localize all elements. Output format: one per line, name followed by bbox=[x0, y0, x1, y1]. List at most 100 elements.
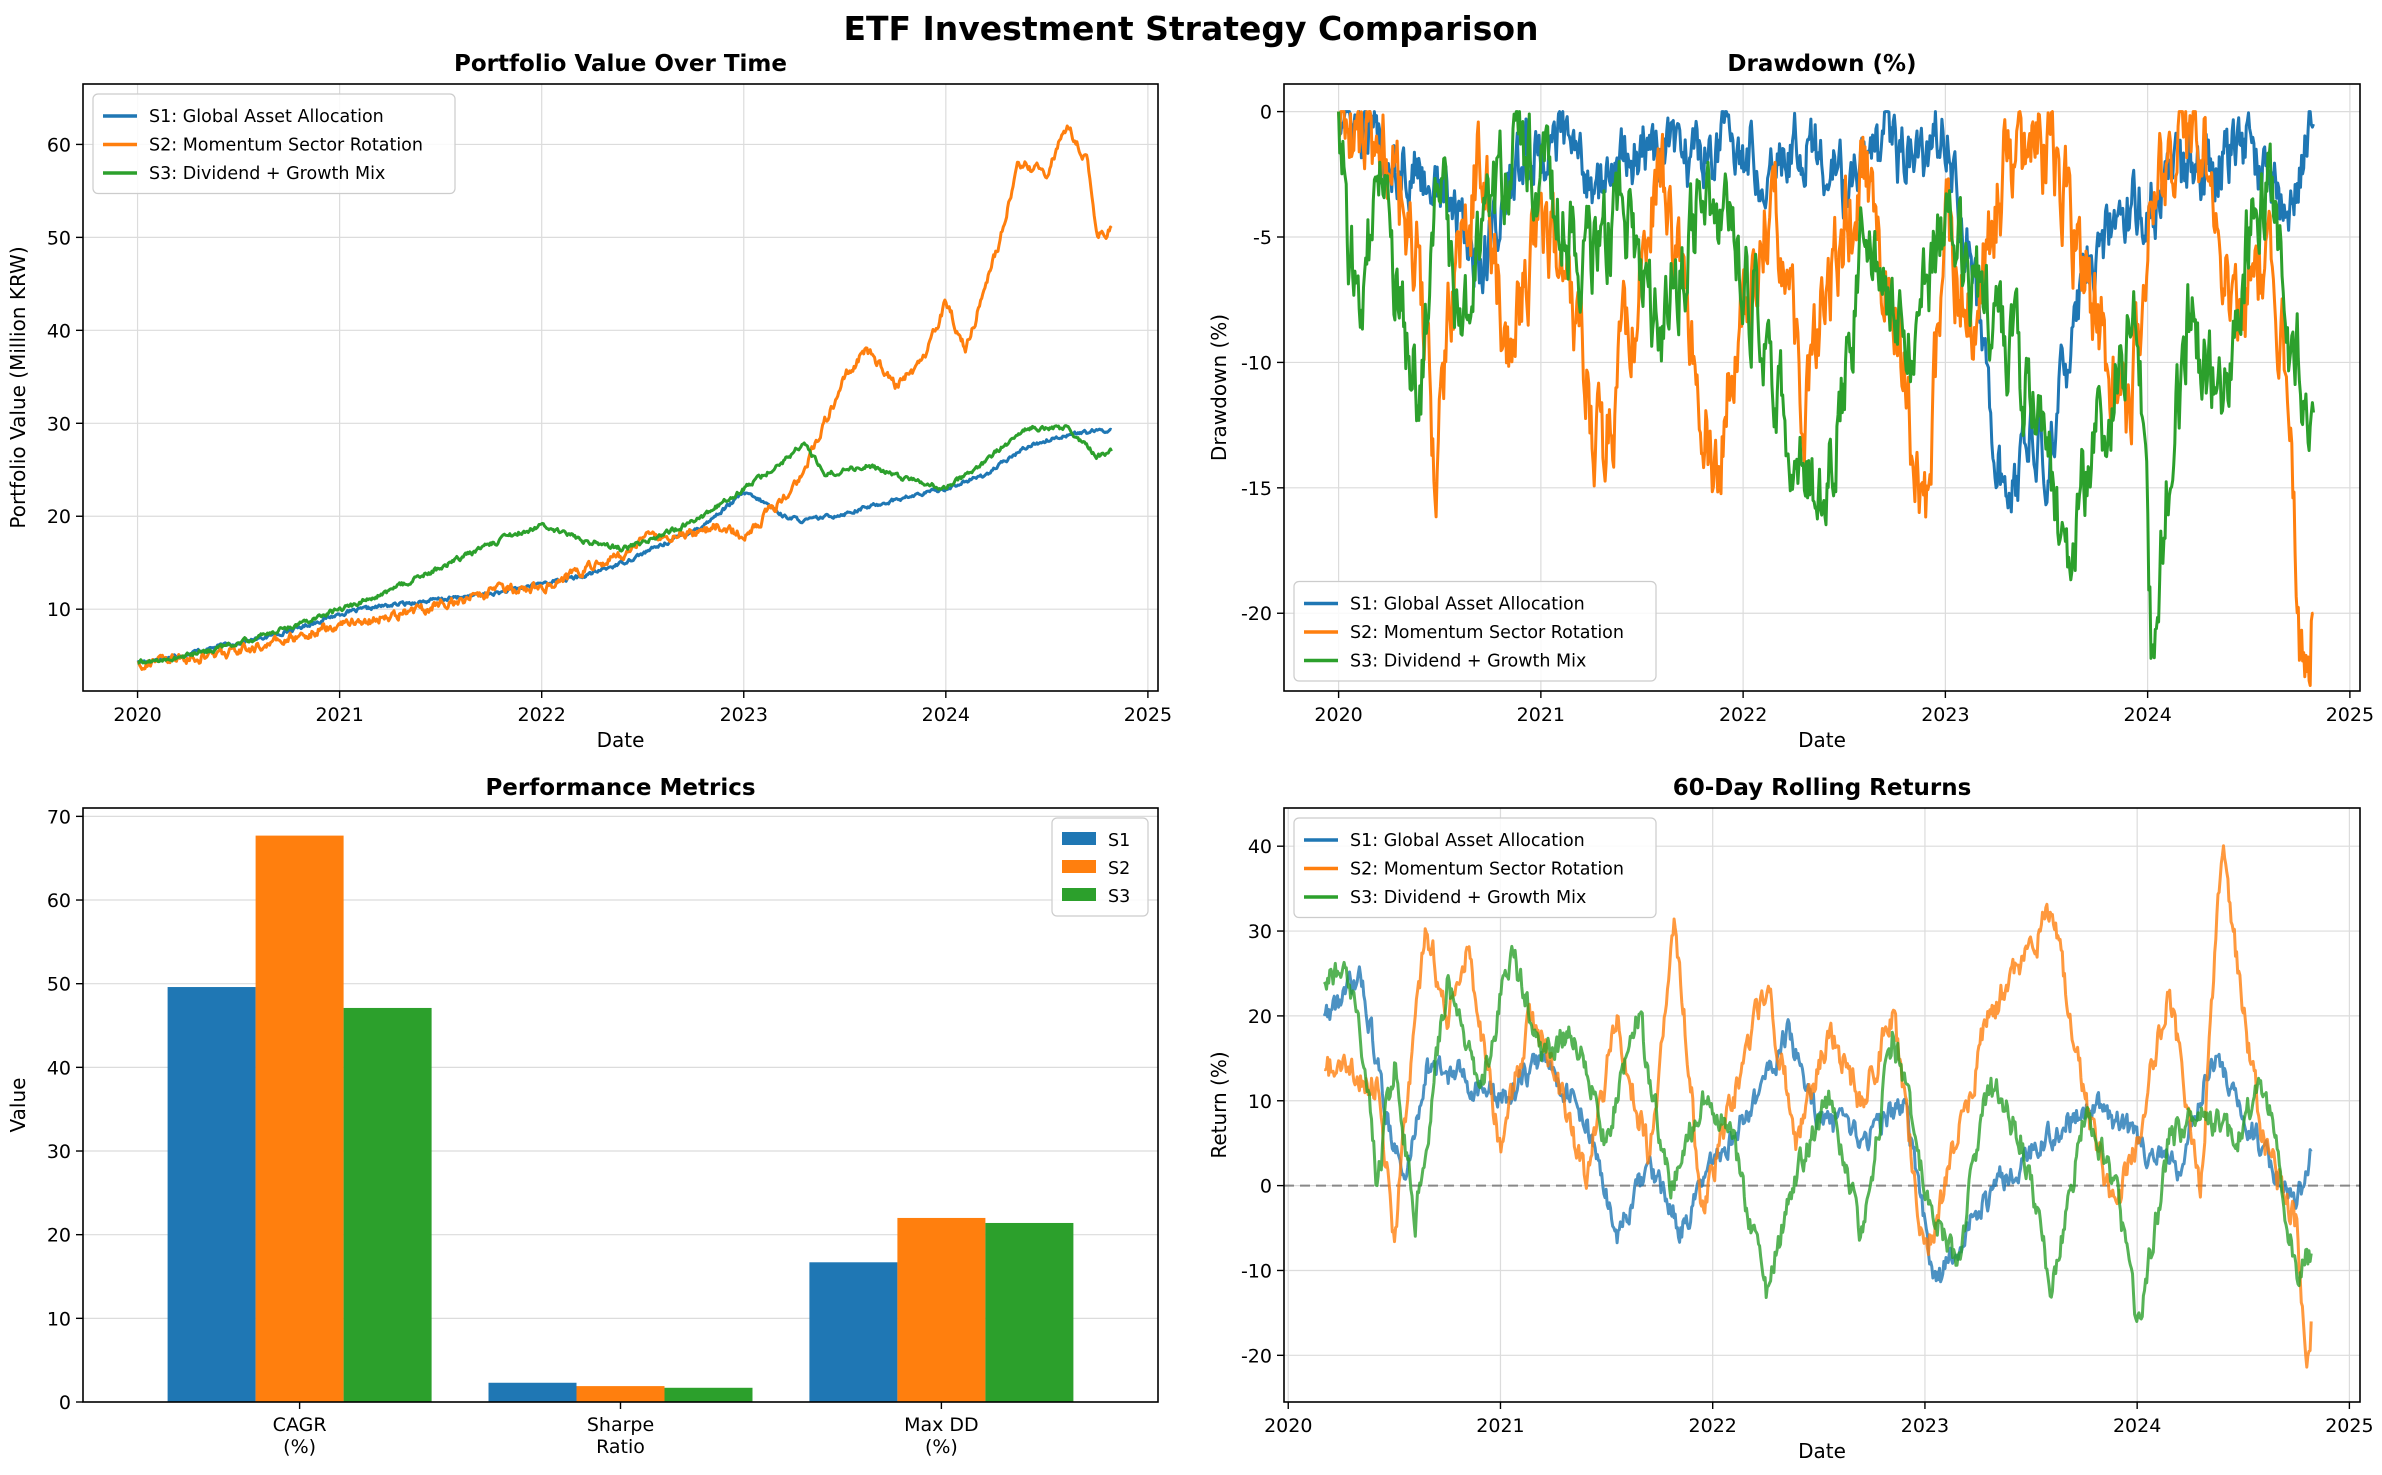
y-tick-label: 0 bbox=[59, 1392, 71, 1414]
series-line-s2 bbox=[1337, 110, 2314, 687]
x-tick-label: 2020 bbox=[1264, 1415, 1312, 1437]
bar-s1-0 bbox=[167, 987, 256, 1402]
bar-s3-0 bbox=[343, 1007, 432, 1402]
x-tick-label: 2024 bbox=[2113, 1415, 2161, 1437]
legend-swatch-s2 bbox=[1062, 860, 1096, 873]
x-tick-label: (%) bbox=[925, 1436, 958, 1458]
y-tick-label: 20 bbox=[1248, 1006, 1272, 1028]
x-tick-label: 2022 bbox=[1689, 1415, 1737, 1437]
bar-s3-1 bbox=[664, 1387, 753, 1402]
x-axis-label: Date bbox=[597, 728, 645, 752]
x-tick-label: 2022 bbox=[518, 704, 566, 726]
series-line-s3 bbox=[1323, 944, 2313, 1323]
bar-s2-2 bbox=[897, 1217, 986, 1402]
x-tick-label: 2020 bbox=[113, 704, 161, 726]
y-axis-label: Value bbox=[6, 1078, 30, 1133]
x-tick-label: 2025 bbox=[2325, 1415, 2373, 1437]
figure-title: ETF Investment Strategy Comparison bbox=[843, 9, 1538, 48]
y-tick-label: 50 bbox=[47, 974, 71, 996]
axes-frame bbox=[82, 807, 1159, 1403]
plot-area-rolling bbox=[1284, 844, 2360, 1369]
series-line-s2 bbox=[1323, 844, 2313, 1369]
panel-rolling: -20 -10 0 10 20 30 40 2020 2021 2022 2023 2024 2025 6… bbox=[1207, 775, 2374, 1463]
panel-title: 60-Day Rolling Returns bbox=[1673, 775, 1972, 801]
axes-frame bbox=[1283, 83, 2361, 692]
y-tick-label: 40 bbox=[47, 1057, 71, 1079]
panel-portfolio: 10 20 30 40 50 60 2020 2021 2022 2023 2024 2025 Port… bbox=[6, 51, 1172, 752]
bar-s1-1 bbox=[488, 1382, 577, 1402]
axes-frame bbox=[82, 83, 1159, 692]
series-line-s1 bbox=[136, 427, 1113, 664]
y-tick-label: -5 bbox=[1253, 227, 1272, 249]
x-tick-label: 2021 bbox=[1476, 1415, 1524, 1437]
x-tick-label: Ratio bbox=[596, 1436, 645, 1458]
x-tick-label: 2021 bbox=[315, 704, 363, 726]
legend-rolling: S1: Global Asset Allocation S2: Momentum … bbox=[1293, 817, 1657, 919]
legend-entry-s1: S1: Global Asset Allocation bbox=[149, 107, 384, 127]
legend-entry-s1: S1: Global Asset Allocation bbox=[1350, 831, 1585, 851]
y-axis-label: Drawdown (%) bbox=[1207, 314, 1231, 461]
legend-entry-s3: S3: Dividend + Growth Mix bbox=[1350, 652, 1586, 672]
x-tick-label: Max DD bbox=[904, 1414, 979, 1436]
y-tick-label: 60 bbox=[47, 890, 71, 912]
y-tick-label: 30 bbox=[47, 1141, 71, 1163]
x-axis-label: Date bbox=[1798, 728, 1846, 752]
bar-s1-2 bbox=[809, 1262, 898, 1402]
legend-entry-s1: S1: Global Asset Allocation bbox=[1350, 595, 1585, 615]
plot-area-portfolio bbox=[136, 124, 1113, 671]
x-tick-label: 2021 bbox=[1517, 704, 1565, 726]
legend-entry-s3: S3: Dividend + Growth Mix bbox=[149, 164, 385, 184]
x-axis-label: Date bbox=[1798, 1439, 1846, 1463]
y-tick-label: 70 bbox=[47, 806, 71, 828]
series-line-s3 bbox=[1337, 110, 2315, 660]
panel-drawdown: 0 -5 -10 -15 -20 2020 2021 2022 2023 2024 2025 Draw… bbox=[1207, 51, 2374, 752]
x-tick-label: 2025 bbox=[1124, 704, 1172, 726]
y-tick-label: 40 bbox=[47, 320, 71, 342]
x-tick-label: 2023 bbox=[720, 704, 768, 726]
y-tick-label: 30 bbox=[47, 413, 71, 435]
y-tick-label: 10 bbox=[47, 1308, 71, 1330]
x-tick-label: Sharpe bbox=[587, 1414, 654, 1436]
x-tick-label: 2023 bbox=[1921, 704, 1969, 726]
x-tick-label: (%) bbox=[283, 1436, 316, 1458]
legend-box bbox=[1293, 817, 1657, 919]
y-tick-label: 20 bbox=[47, 1225, 71, 1247]
y-tick-label: 0 bbox=[1260, 102, 1272, 124]
series-line-s3 bbox=[137, 424, 1113, 665]
plot-area-metrics bbox=[167, 835, 1074, 1402]
x-tick-label: CAGR bbox=[273, 1414, 327, 1436]
x-tick-label: 2025 bbox=[2326, 704, 2374, 726]
series-line-s2 bbox=[136, 124, 1113, 671]
y-tick-label: 20 bbox=[47, 506, 71, 528]
panel-title: Drawdown (%) bbox=[1727, 51, 1916, 77]
bar-s2-1 bbox=[576, 1386, 665, 1402]
y-tick-label: 60 bbox=[47, 134, 71, 156]
legend-entry-s2: S2: Momentum Sector Rotation bbox=[149, 136, 423, 156]
axes-frame bbox=[1283, 807, 2361, 1403]
legend-swatch-s1 bbox=[1062, 832, 1096, 845]
legend-swatch-s3 bbox=[1062, 888, 1096, 901]
y-tick-label: 10 bbox=[47, 599, 71, 621]
y-tick-label: 30 bbox=[1248, 921, 1272, 943]
y-tick-label: -20 bbox=[1241, 603, 1272, 625]
legend-entry-s1: S1 bbox=[1108, 831, 1130, 851]
legend-portfolio: S1: Global Asset Allocation S2: Momentum … bbox=[92, 93, 456, 195]
x-tick-label: 2024 bbox=[922, 704, 970, 726]
legend-box bbox=[1293, 580, 1657, 682]
y-tick-label: -15 bbox=[1241, 478, 1272, 500]
legend-box bbox=[92, 93, 456, 195]
y-tick-label: 40 bbox=[1248, 836, 1272, 858]
panel-title: Performance Metrics bbox=[485, 775, 755, 801]
legend-entry-s3: S3 bbox=[1108, 887, 1130, 907]
legend-metrics: S1 S2 S3 bbox=[1051, 817, 1149, 917]
bar-s2-0 bbox=[255, 835, 344, 1402]
y-tick-label: 0 bbox=[1260, 1176, 1272, 1198]
x-tick-label: 2022 bbox=[1719, 704, 1767, 726]
y-tick-label: 10 bbox=[1248, 1091, 1272, 1113]
y-tick-label: 50 bbox=[47, 227, 71, 249]
y-axis-label: Portfolio Value (Million KRW) bbox=[6, 246, 30, 528]
legend-entry-s2: S2: Momentum Sector Rotation bbox=[1350, 623, 1624, 643]
legend-entry-s2: S2: Momentum Sector Rotation bbox=[1350, 860, 1624, 880]
